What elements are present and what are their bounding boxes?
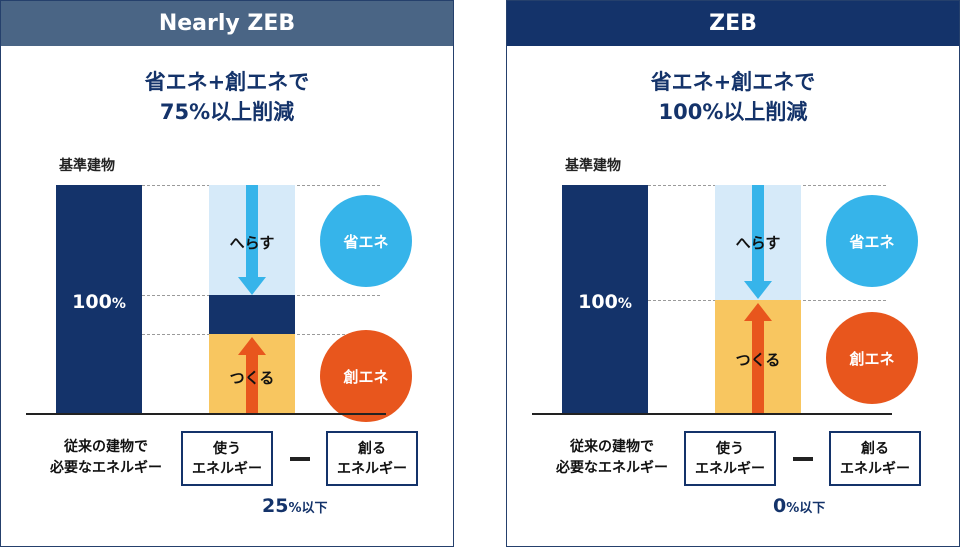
headline: 省エネ+創エネで 100%以上削減 (507, 67, 959, 127)
formula-label: 従来の建物で 必要なエネルギー (547, 437, 677, 479)
created-energy-line2: エネルギー (337, 460, 407, 477)
create-arrow-stem (752, 321, 764, 413)
create-arrow-icon (238, 337, 266, 355)
result-value: 25%以下 (262, 495, 327, 517)
result-number: 25 (262, 495, 289, 517)
create-arrow-stem (246, 355, 258, 413)
result-value: 0%以下 (773, 495, 825, 517)
reduce-arrow-icon (744, 281, 772, 299)
created-energy-line1: 創る (358, 440, 386, 457)
base-building-bar (562, 185, 648, 414)
formula-label-line1: 従来の建物で (570, 439, 654, 455)
formula-label-line1: 従来の建物で (64, 439, 148, 455)
headline-line2: 75%以上削減 (159, 100, 295, 124)
reduce-arrow-icon (238, 277, 266, 295)
reduce-label: へらす (735, 234, 781, 252)
baseline (532, 413, 892, 415)
formula-label-line2: 必要なエネルギー (556, 460, 668, 476)
baseline (26, 413, 386, 415)
reduce-arrow-stem (246, 185, 258, 277)
energy-saving-circle: 省エネ (320, 195, 412, 287)
nearly-zeb-panel: Nearly ZEB 省エネ+創エネで 75%以上削減 基準建物 100% へら… (0, 0, 454, 547)
minus-icon (793, 457, 813, 461)
headline: 省エネ+創エネで 75%以上削減 (1, 67, 453, 127)
base-building-percent: 100% (56, 291, 142, 313)
reduce-arrow-stem (752, 185, 764, 281)
remaining-energy-block (209, 295, 295, 334)
base-building-bar (56, 185, 142, 414)
formula-label: 従来の建物で 必要なエネルギー (41, 437, 171, 479)
base-value: 100 (72, 291, 112, 313)
created-energy-line2: エネルギー (840, 460, 910, 477)
base-building-label: 基準建物 (59, 158, 115, 174)
create-label: つくる (735, 351, 781, 369)
formula-label-line2: 必要なエネルギー (50, 460, 162, 476)
used-energy-box: 使う エネルギー (181, 431, 273, 486)
used-energy-line2: エネルギー (192, 460, 262, 477)
base-unit: % (617, 296, 632, 312)
create-arrow-icon (744, 303, 772, 321)
used-energy-box: 使う エネルギー (684, 431, 776, 486)
base-building-percent: 100% (562, 291, 648, 313)
created-energy-box: 創る エネルギー (326, 431, 418, 486)
create-label: つくる (229, 369, 275, 387)
created-energy-box: 創る エネルギー (829, 431, 921, 486)
zeb-panel: ZEB 省エネ+創エネで 100%以上削減 基準建物 100% へらす つくる … (506, 0, 960, 547)
minus-icon (290, 457, 310, 461)
result-unit: %以下 (288, 501, 328, 516)
headline-line1: 省エネ+創エネで (650, 70, 816, 94)
used-energy-line2: エネルギー (695, 460, 765, 477)
created-energy-line1: 創る (861, 440, 889, 457)
base-building-label: 基準建物 (565, 158, 621, 174)
reduce-label: へらす (229, 234, 275, 252)
panel-title: Nearly ZEB (1, 1, 453, 46)
headline-line2: 100%以上削減 (658, 100, 808, 124)
base-unit: % (111, 296, 126, 312)
panel-title: ZEB (507, 1, 959, 46)
energy-saving-circle: 省エネ (826, 195, 918, 287)
base-value: 100 (578, 291, 618, 313)
result-number: 0 (773, 495, 787, 517)
used-energy-line1: 使う (716, 440, 744, 457)
used-energy-line1: 使う (213, 440, 241, 457)
energy-creation-circle: 創エネ (320, 330, 412, 422)
result-unit: %以下 (786, 501, 826, 516)
energy-creation-circle: 創エネ (826, 312, 918, 404)
headline-line1: 省エネ+創エネで (144, 70, 310, 94)
